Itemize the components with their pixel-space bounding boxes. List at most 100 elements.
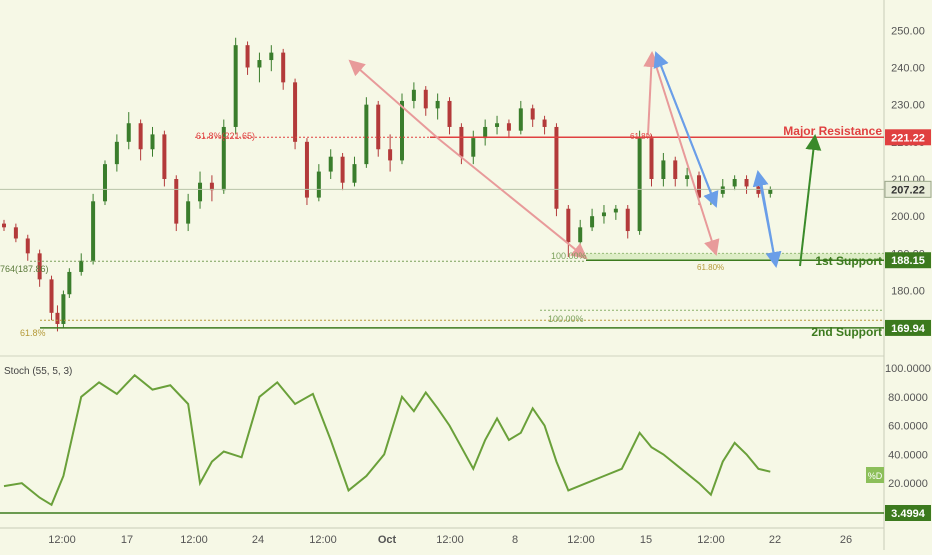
green-arrow — [799, 134, 822, 267]
candle-body — [61, 294, 66, 324]
price-box-second-support-bg — [885, 319, 931, 336]
candle-body — [637, 138, 642, 232]
fib-618-mid-label: 61.80% — [697, 263, 724, 272]
candle-body — [150, 134, 155, 150]
first-support-zone — [586, 253, 884, 261]
candle-body — [411, 89, 416, 101]
candle-body — [554, 126, 559, 209]
candle-body — [340, 156, 345, 183]
price-box-resistance-bg — [885, 129, 931, 146]
candle-body — [293, 82, 298, 142]
price-box-first-support-text: 188.15 — [891, 255, 925, 267]
candle-body — [697, 175, 702, 198]
candle-body — [483, 126, 488, 139]
stoch-tag-bg — [866, 467, 884, 483]
price-tick-label: 240.00 — [891, 62, 925, 74]
candle-body — [685, 175, 690, 179]
stoch-tick-label: 40.0000 — [888, 449, 928, 461]
time-tick-label: 12:00 — [48, 534, 76, 546]
candle-body — [49, 279, 54, 313]
candle-body — [376, 104, 381, 150]
major-resistance-label: Major Resistance — [783, 124, 882, 138]
red-arrow-1 — [348, 59, 441, 141]
price-box-current-bg — [884, 180, 932, 198]
candle-body — [79, 260, 84, 272]
price-tick-label: 200.00 — [891, 211, 925, 223]
candle-body — [102, 164, 107, 202]
fib-764-label: 764(187.86) — [0, 264, 49, 274]
candle-body — [459, 126, 464, 157]
time-tick-label: 24 — [252, 534, 264, 546]
stoch-label: Stoch (55, 5, 3) — [4, 366, 72, 377]
candle-body — [435, 100, 440, 109]
second-support-label: 2nd Support — [811, 325, 882, 339]
candle-body — [400, 100, 404, 161]
time-tick-label: 12:00 — [180, 534, 208, 546]
candle-body — [304, 141, 309, 198]
time-tick-label: 12:00 — [436, 534, 464, 546]
first-support-label: 1st Support — [815, 254, 882, 268]
candle-body — [257, 60, 262, 68]
candlestick-series — [2, 37, 773, 332]
blue-arrow-2b — [752, 170, 777, 267]
time-axis-ticks: 12:00 17 12:00 24 12:00 Oct 12:00 8 12:00 15 12:00… — [48, 534, 852, 546]
price-box-second-support: 169.94 — [885, 319, 931, 336]
price-tick-label: 180.00 — [891, 286, 925, 298]
time-tick-label: 8 — [512, 534, 518, 546]
candle-body — [495, 123, 500, 127]
time-tick-label: 12:00 — [309, 534, 337, 546]
candle-body — [2, 223, 6, 228]
candle-body — [673, 160, 678, 179]
candle-body — [364, 104, 369, 165]
price-tick-label: 230.00 — [891, 100, 925, 112]
levels-layer — [0, 136, 884, 329]
stoch-axis-ticks: 100.0000 80.0000 60.0000 40.0000 20.0000 — [885, 363, 931, 490]
candle-body — [37, 253, 42, 280]
fib-618-top-label: 61.8%(221.65) — [196, 131, 255, 141]
candle-body — [126, 123, 131, 142]
price-box-current: 207.22 — [884, 180, 932, 198]
candle-body — [25, 238, 30, 254]
candle-body — [328, 156, 333, 172]
candle-body — [506, 123, 511, 131]
price-box-resistance: 221.22 — [885, 129, 931, 146]
candle-body — [649, 138, 654, 179]
candle-body — [281, 52, 286, 83]
candle-body — [174, 179, 179, 224]
time-tick-label: 12:00 — [697, 534, 725, 546]
candle-body — [316, 171, 321, 198]
red-arrow-3 — [643, 51, 660, 136]
candle-body — [221, 126, 226, 191]
stoch-line — [3, 373, 771, 507]
price-box-first-support: 188.15 — [885, 252, 931, 269]
time-tick-label: 17 — [121, 534, 133, 546]
candle-body — [756, 186, 761, 194]
stoch-low-box-text: 3.4994 — [891, 508, 926, 520]
price-box-first-support-bg — [885, 252, 931, 269]
candle-body — [423, 89, 428, 109]
price-tick-label: 250.00 — [891, 25, 925, 37]
stoch-low-box: 3.4994 — [885, 505, 931, 521]
candle-body — [744, 179, 749, 187]
candle-body — [233, 45, 238, 127]
stoch-low-box-bg — [885, 505, 931, 521]
stoch-tag-text: %D — [868, 471, 883, 481]
candle-body — [198, 182, 203, 202]
candle-body — [613, 208, 618, 213]
pattern-arrows — [348, 51, 822, 268]
candle-body — [138, 123, 143, 150]
red-arrow-2 — [439, 139, 588, 260]
price-box-resistance-text: 221.22 — [891, 132, 925, 144]
candle-body — [720, 186, 725, 194]
candle-body — [625, 208, 630, 232]
candle-body — [542, 119, 547, 127]
price-box-second-support-text: 169.94 — [891, 323, 926, 335]
stoch-tick-label: 60.0000 — [888, 421, 928, 433]
candle-body — [13, 227, 18, 239]
candle-body — [661, 160, 666, 179]
candle-body — [209, 182, 214, 191]
price-box-current-text: 207.22 — [891, 184, 925, 196]
